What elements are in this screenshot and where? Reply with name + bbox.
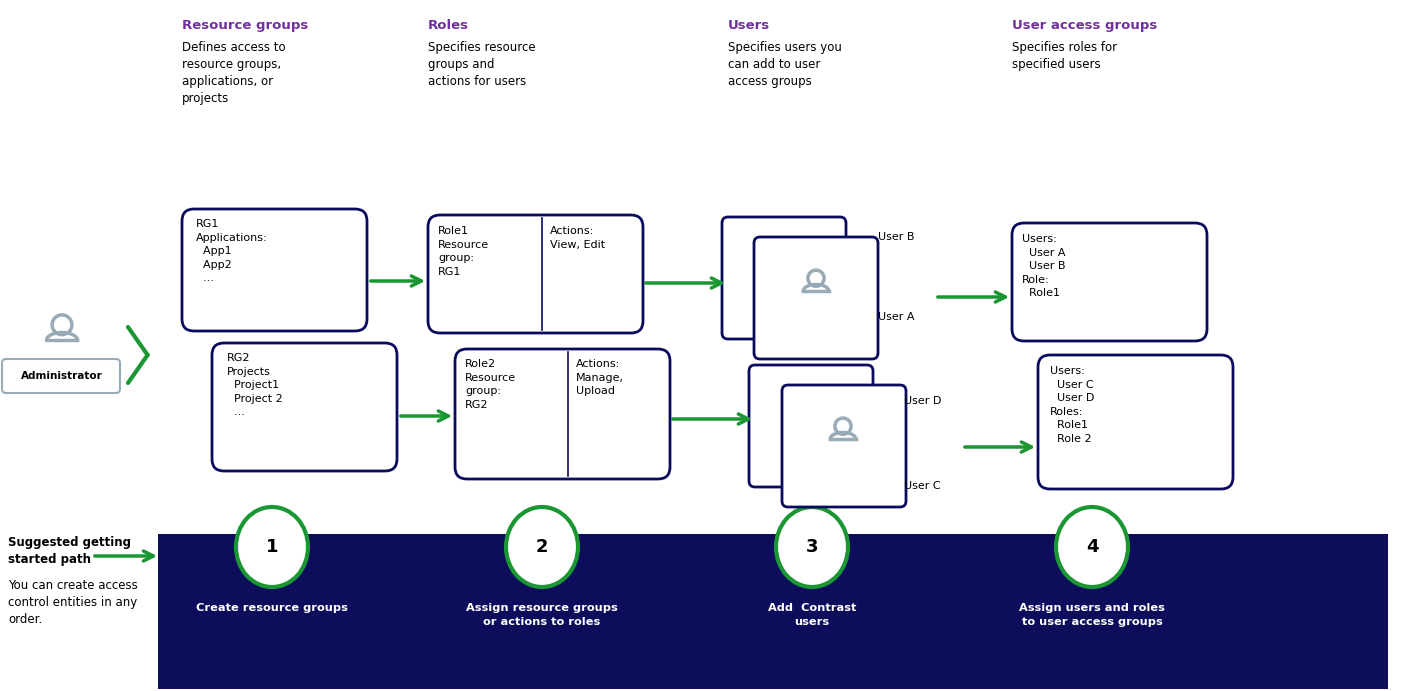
- Text: Administrator: Administrator: [21, 371, 102, 381]
- Text: User A: User A: [878, 312, 914, 322]
- Text: Users:
  User C
  User D
Roles:
  Role1
  Role 2: Users: User C User D Roles: Role1 Role 2: [1050, 366, 1095, 444]
- Text: Roles: Roles: [428, 19, 470, 32]
- FancyBboxPatch shape: [1037, 355, 1232, 489]
- Text: Assign users and roles
to user access groups: Assign users and roles to user access gr…: [1019, 603, 1165, 627]
- Text: Resource groups: Resource groups: [182, 19, 308, 32]
- Text: Users: Users: [728, 19, 770, 32]
- FancyBboxPatch shape: [782, 385, 906, 507]
- FancyBboxPatch shape: [1012, 223, 1207, 341]
- FancyBboxPatch shape: [182, 209, 367, 331]
- Text: 2: 2: [536, 538, 548, 556]
- Text: RG1
Applications:
  App1
  App2
  ...: RG1 Applications: App1 App2 ...: [196, 219, 268, 283]
- Text: 1: 1: [266, 538, 278, 556]
- Ellipse shape: [1056, 507, 1129, 587]
- Text: RG2
Projects
  Project1
  Project 2
  ...: RG2 Projects Project1 Project 2 ...: [227, 353, 283, 417]
- FancyBboxPatch shape: [212, 343, 397, 471]
- Text: Defines access to
resource groups,
applications, or
projects: Defines access to resource groups, appli…: [182, 41, 286, 105]
- Text: Role1
Resource
group:
RG1: Role1 Resource group: RG1: [437, 226, 489, 277]
- Text: 4: 4: [1085, 538, 1098, 556]
- FancyBboxPatch shape: [428, 215, 644, 333]
- FancyBboxPatch shape: [722, 217, 845, 339]
- Ellipse shape: [506, 507, 578, 587]
- Text: Add  Contrast
users: Add Contrast users: [768, 603, 857, 627]
- Text: Assign resource groups
or actions to roles: Assign resource groups or actions to rol…: [465, 603, 618, 627]
- Text: User D: User D: [904, 396, 941, 406]
- Text: Actions:
View, Edit: Actions: View, Edit: [550, 226, 606, 249]
- Text: 3: 3: [806, 538, 819, 556]
- FancyBboxPatch shape: [158, 534, 1388, 689]
- Text: Specifies resource
groups and
actions for users: Specifies resource groups and actions fo…: [428, 41, 536, 88]
- Ellipse shape: [775, 507, 848, 587]
- FancyBboxPatch shape: [1, 359, 121, 393]
- FancyBboxPatch shape: [754, 237, 878, 359]
- Text: Actions:
Manage,
Upload: Actions: Manage, Upload: [576, 359, 624, 396]
- Text: Specifies roles for
specified users: Specifies roles for specified users: [1012, 41, 1117, 71]
- Text: User access groups: User access groups: [1012, 19, 1157, 32]
- Text: User C: User C: [904, 481, 941, 491]
- Text: Users:
  User A
  User B
Role:
  Role1: Users: User A User B Role: Role1: [1022, 234, 1066, 299]
- Text: Create resource groups: Create resource groups: [196, 603, 348, 613]
- FancyBboxPatch shape: [749, 365, 873, 487]
- Text: Role2
Resource
group:
RG2: Role2 Resource group: RG2: [465, 359, 516, 410]
- Text: You can create access
control entities in any
order.: You can create access control entities i…: [8, 579, 137, 626]
- Text: Suggested getting
started path: Suggested getting started path: [8, 536, 130, 566]
- Text: Specifies users you
can add to user
access groups: Specifies users you can add to user acce…: [728, 41, 841, 88]
- Ellipse shape: [236, 507, 308, 587]
- Text: User B: User B: [878, 232, 914, 242]
- FancyBboxPatch shape: [456, 349, 670, 479]
